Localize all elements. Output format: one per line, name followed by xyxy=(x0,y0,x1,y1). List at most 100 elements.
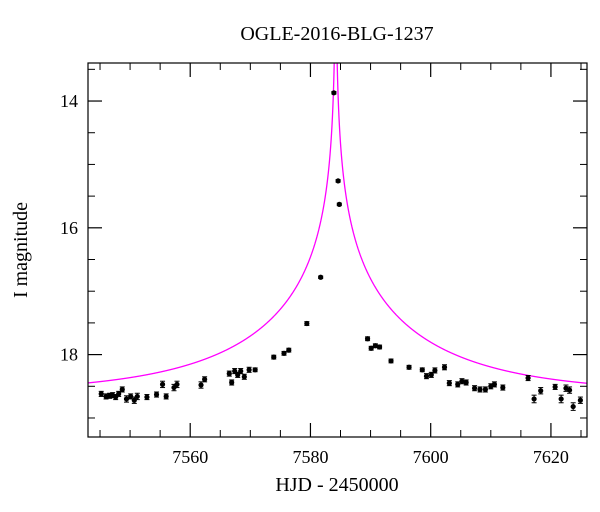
data-point xyxy=(376,344,383,350)
data-point xyxy=(500,384,506,391)
data-marker xyxy=(119,386,125,393)
data-point xyxy=(525,375,531,382)
x-tick-label: 7600 xyxy=(413,447,449,467)
data-marker xyxy=(229,379,235,386)
data-point xyxy=(531,394,537,404)
data-marker xyxy=(538,388,544,394)
data-point xyxy=(163,393,169,400)
y-axis-label: I magnitude xyxy=(10,202,32,298)
data-point xyxy=(229,379,235,386)
data-point xyxy=(428,371,434,378)
data-point xyxy=(455,381,461,388)
data-marker xyxy=(116,391,122,397)
data-marker xyxy=(446,380,452,386)
data-point xyxy=(226,370,232,377)
data-marker xyxy=(432,367,438,374)
data-marker xyxy=(153,391,160,398)
data-marker xyxy=(570,403,576,410)
data-point xyxy=(198,381,204,389)
y-tick-label: 18 xyxy=(60,345,78,365)
data-point xyxy=(286,347,292,353)
data-point xyxy=(202,376,208,383)
data-point xyxy=(566,386,573,394)
data-marker xyxy=(335,178,341,184)
data-marker xyxy=(455,381,461,387)
data-point xyxy=(119,386,125,393)
plot-area: 7560 7580 7600 7620 14 16 18 xyxy=(60,63,587,467)
data-point xyxy=(570,402,576,411)
y-tick-label: 14 xyxy=(60,91,78,111)
data-marker xyxy=(491,381,498,387)
data-marker xyxy=(477,386,483,393)
data-point xyxy=(372,343,378,349)
data-point xyxy=(134,392,140,401)
data-point xyxy=(577,396,583,404)
x-axis-label: HJD - 2450000 xyxy=(275,474,398,496)
data-marker xyxy=(241,374,247,380)
plot-frame xyxy=(87,62,588,438)
data-point xyxy=(331,90,337,96)
data-marker xyxy=(144,394,150,400)
data-point xyxy=(246,366,252,373)
data-marker xyxy=(525,375,531,381)
data-point xyxy=(419,367,425,373)
data-marker xyxy=(364,336,371,342)
data-point xyxy=(174,380,180,389)
data-marker xyxy=(482,386,488,393)
data-marker xyxy=(131,397,137,403)
data-point xyxy=(477,386,483,393)
data-point xyxy=(98,390,104,397)
data-marker xyxy=(159,381,166,387)
data-marker xyxy=(531,396,537,402)
data-point xyxy=(144,394,150,401)
data-point xyxy=(238,368,244,375)
data-point xyxy=(159,380,166,389)
x-tick-label: 7560 xyxy=(172,447,208,467)
data-point xyxy=(241,373,247,380)
data-marker xyxy=(372,343,378,349)
data-point xyxy=(432,367,438,374)
data-point xyxy=(463,379,469,386)
data-point xyxy=(364,336,371,342)
data-marker xyxy=(163,393,169,400)
data-point xyxy=(318,274,324,280)
data-point xyxy=(335,178,341,184)
data-marker xyxy=(226,371,232,377)
data-point xyxy=(446,380,452,387)
data-marker xyxy=(336,201,342,207)
data-marker xyxy=(271,354,277,360)
data-point xyxy=(459,378,465,385)
data-point xyxy=(423,373,430,380)
data-marker xyxy=(552,384,558,390)
data-marker xyxy=(471,385,478,391)
chart-title: OGLE-2016-BLG-1237 xyxy=(240,23,433,45)
data-point xyxy=(271,354,277,360)
data-marker xyxy=(459,378,465,384)
data-marker xyxy=(388,358,394,364)
data-point xyxy=(153,391,160,398)
data-point xyxy=(368,345,374,351)
data-point xyxy=(406,364,412,370)
data-point xyxy=(552,383,558,390)
model-curve xyxy=(88,63,587,384)
data-point xyxy=(123,395,130,403)
data-marker xyxy=(238,368,244,374)
data-marker xyxy=(558,396,564,402)
data-point xyxy=(482,386,488,393)
data-marker xyxy=(368,345,374,351)
data-marker xyxy=(123,396,130,402)
data-point xyxy=(558,394,564,404)
data-marker xyxy=(566,387,573,393)
data-marker xyxy=(441,364,448,370)
data-point xyxy=(252,367,258,373)
data-point xyxy=(471,385,478,392)
data-marker xyxy=(419,367,425,373)
x-tick-label: 7620 xyxy=(533,447,569,467)
data-point xyxy=(538,387,544,395)
data-marker xyxy=(98,391,104,397)
data-marker xyxy=(406,364,412,370)
data-point xyxy=(388,358,394,364)
data-point xyxy=(304,320,310,327)
data-marker xyxy=(174,381,180,387)
